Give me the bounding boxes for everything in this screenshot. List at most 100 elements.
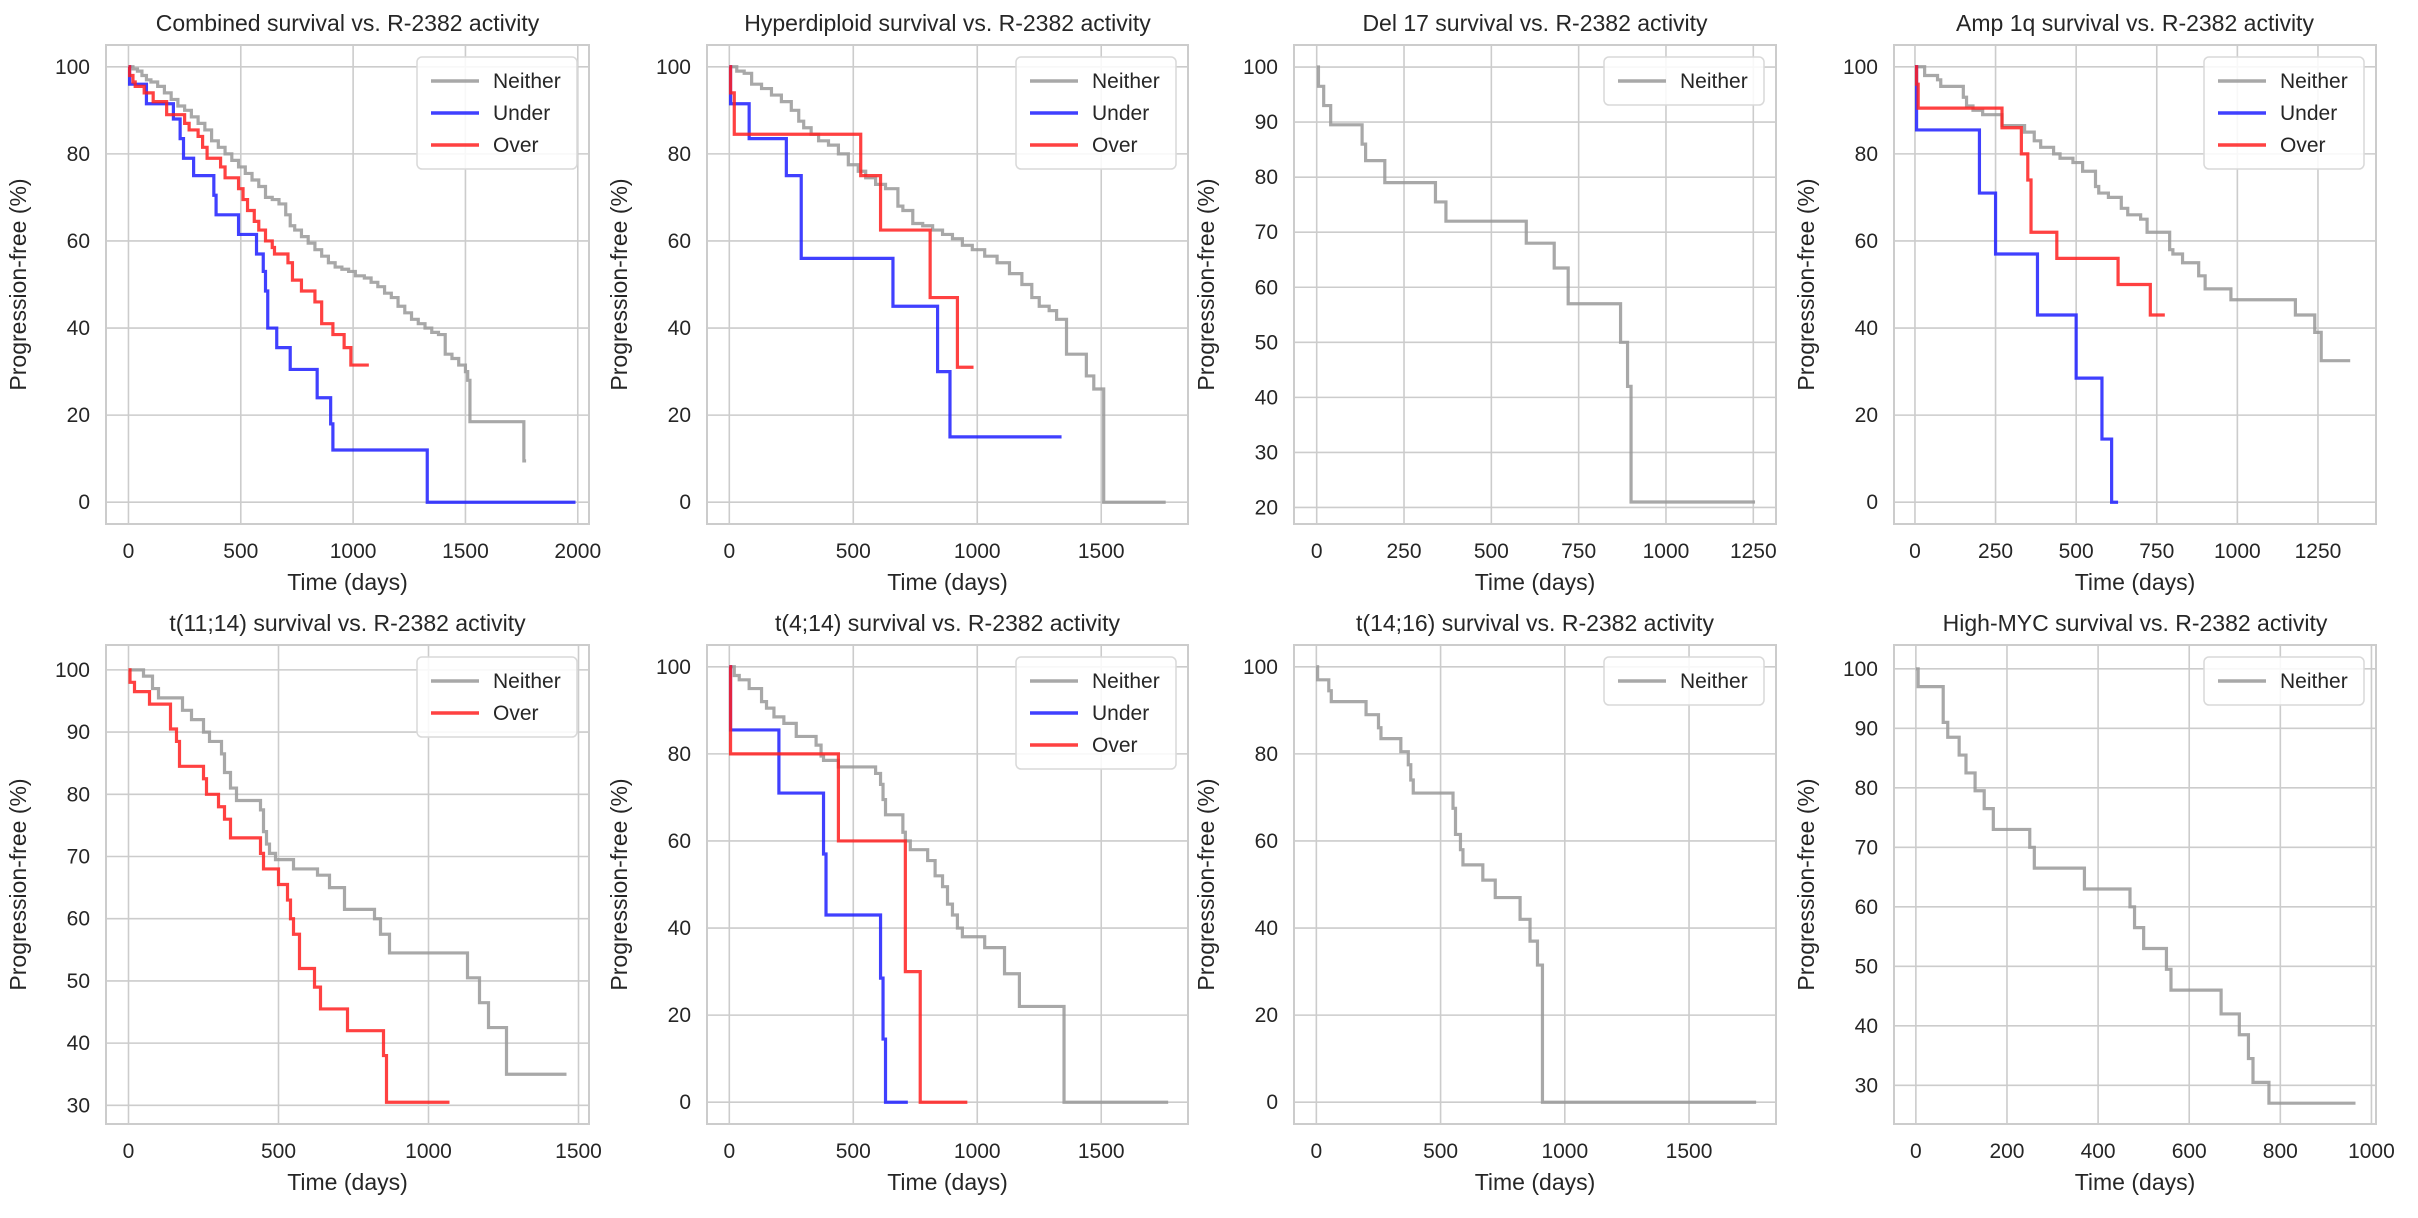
series-line-over — [128, 668, 450, 1104]
plot-area — [1294, 645, 1776, 1124]
axes-frame — [1893, 44, 2377, 525]
y-axis-label: Progression-free (%) — [1793, 778, 1819, 990]
x-tick-label: 1500 — [1666, 1140, 1713, 1163]
x-tick-label: 750 — [2139, 540, 2174, 563]
y-tick-label: 40 — [67, 317, 90, 340]
y-tick-label: 40 — [1855, 317, 1878, 340]
legend-label-under: Under — [2280, 102, 2337, 125]
series-line-over — [1914, 65, 2165, 317]
legend-label-neither: Neither — [1092, 670, 1160, 693]
x-axis-label: Time (days) — [2075, 569, 2196, 595]
y-tick-label: 90 — [67, 721, 90, 744]
y-tick-label: 60 — [1855, 896, 1878, 919]
legend-box — [1015, 56, 1177, 170]
y-tick-label: 0 — [679, 491, 691, 514]
legend: Neither Under Over — [1015, 656, 1177, 770]
legend: Neither Under Over — [2203, 56, 2365, 170]
series-line-over — [728, 665, 968, 1104]
y-tick-label: 50 — [67, 970, 90, 993]
legend-label-under: Under — [1092, 702, 1149, 725]
chart-title: Combined survival vs. R-2382 activity — [156, 10, 540, 36]
x-tick-label: 500 — [1423, 1140, 1458, 1163]
y-tick-label: 70 — [1855, 836, 1878, 859]
series-line-neither — [729, 665, 1169, 1104]
y-tick-label: 20 — [668, 404, 691, 427]
y-tick-label: 100 — [656, 56, 691, 79]
x-axis-label: Time (days) — [887, 569, 1008, 595]
x-tick-label: 0 — [123, 540, 135, 563]
y-axis-label: Progression-free (%) — [1193, 778, 1219, 990]
y-axis-label: Progression-free (%) — [5, 778, 31, 990]
y-axis-label: Progression-free (%) — [5, 178, 31, 390]
legend-label-over: Over — [1092, 134, 1138, 157]
y-axis-label: Progression-free (%) — [606, 778, 632, 990]
series-line-under — [1914, 65, 2119, 504]
legend-label-under: Under — [1092, 102, 1149, 125]
y-tick-label: 20 — [1255, 1004, 1278, 1027]
y-tick-label: 80 — [1255, 743, 1278, 766]
x-tick-label: 1000 — [2214, 540, 2261, 563]
y-tick-label: 100 — [1243, 656, 1278, 679]
axes-frame — [1293, 44, 1777, 525]
y-tick-label: 60 — [67, 230, 90, 253]
legend-box — [2203, 56, 2365, 170]
x-tick-label: 750 — [1561, 540, 1596, 563]
panel-8: 0 200 400 600 800 1000 30 40 50 60 70 80 90 100 High-M… — [1793, 610, 2395, 1195]
y-tick-label: 20 — [1855, 404, 1878, 427]
legend-label-neither: Neither — [1680, 70, 1748, 93]
legend-box — [1015, 656, 1177, 770]
x-tick-label: 500 — [1474, 540, 1509, 563]
axes-frame — [1293, 644, 1777, 1125]
x-tick-label: 0 — [1910, 1140, 1922, 1163]
x-tick-label: 1000 — [330, 540, 377, 563]
panel-7: 0 500 1000 1500 0 20 40 60 80 100 t(14;16) surviva… — [1193, 610, 1777, 1195]
y-axis-label: Progression-free (%) — [606, 178, 632, 390]
x-tick-label: 1250 — [1730, 540, 1777, 563]
y-tick-label: 40 — [1855, 1015, 1878, 1038]
plot-area — [1294, 45, 1776, 524]
y-tick-label: 20 — [67, 404, 90, 427]
chart-title: Del 17 survival vs. R-2382 activity — [1362, 10, 1708, 36]
x-axis-label: Time (days) — [887, 1169, 1008, 1195]
x-tick-label: 250 — [1978, 540, 2013, 563]
y-tick-label: 40 — [67, 1032, 90, 1055]
y-tick-label: 80 — [67, 783, 90, 806]
plot-area — [1894, 645, 2376, 1124]
legend: Neither Over — [416, 656, 578, 738]
y-tick-label: 80 — [1255, 166, 1278, 189]
series-line-neither — [128, 65, 527, 463]
series-line-neither — [729, 65, 1166, 504]
x-tick-label: 1000 — [405, 1140, 452, 1163]
panel-3: 0 250 500 750 1000 1250 20 30 40 50 60 70 80 90 100 Del… — [1193, 10, 1777, 595]
series-line-neither — [1914, 65, 2351, 363]
axes-frame — [706, 644, 1189, 1125]
y-tick-label: 70 — [1255, 221, 1278, 244]
legend: Neither Under Over — [416, 56, 578, 170]
x-tick-label: 1500 — [1078, 540, 1125, 563]
y-tick-label: 50 — [1855, 955, 1878, 978]
y-tick-label: 60 — [1255, 276, 1278, 299]
y-tick-label: 0 — [679, 1091, 691, 1114]
y-tick-label: 80 — [668, 743, 691, 766]
x-tick-label: 1000 — [2348, 1140, 2395, 1163]
y-tick-label: 60 — [67, 908, 90, 931]
y-tick-label: 100 — [55, 659, 90, 682]
x-tick-label: 200 — [1989, 1140, 2024, 1163]
legend-label-neither: Neither — [2280, 670, 2348, 693]
y-tick-label: 90 — [1255, 111, 1278, 134]
legend-label-over: Over — [2280, 134, 2326, 157]
y-axis-label: Progression-free (%) — [1193, 178, 1219, 390]
series-line-neither — [128, 668, 567, 1076]
x-tick-label: 500 — [836, 1140, 871, 1163]
y-tick-label: 100 — [1843, 658, 1878, 681]
y-tick-label: 30 — [67, 1094, 90, 1117]
x-tick-label: 0 — [1311, 1140, 1323, 1163]
chart-title: High-MYC survival vs. R-2382 activity — [1943, 610, 2328, 636]
y-tick-label: 100 — [55, 56, 90, 79]
panel-4: 0 250 500 750 1000 1250 0 20 40 60 80 100 Amp 1q sur… — [1793, 10, 2377, 595]
y-tick-label: 20 — [668, 1004, 691, 1027]
y-tick-label: 100 — [1843, 56, 1878, 79]
x-tick-label: 0 — [1311, 540, 1323, 563]
legend-label-over: Over — [493, 134, 539, 157]
